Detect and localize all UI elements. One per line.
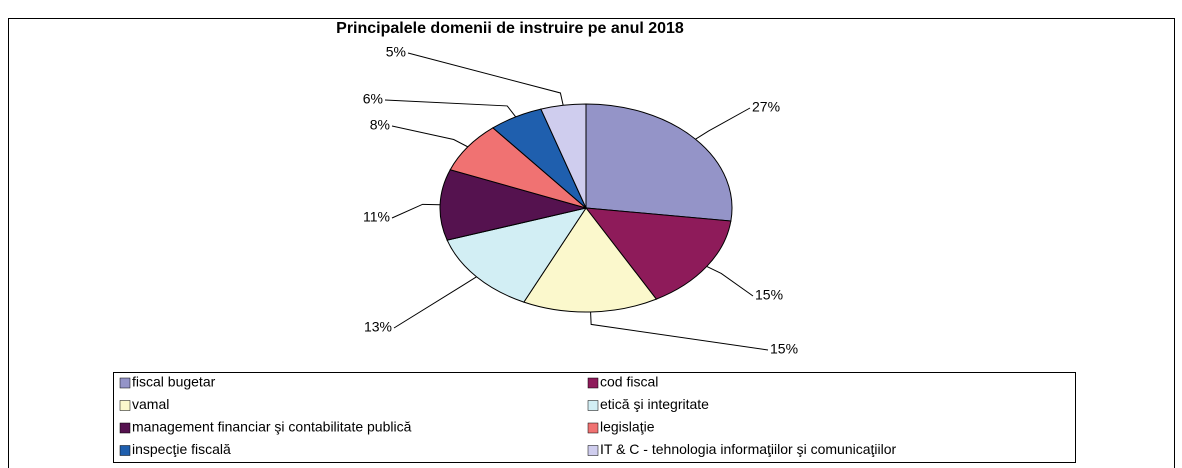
legend-label: vamal — [132, 396, 169, 412]
legend-swatch — [119, 400, 131, 411]
data-label: 11% — [363, 209, 390, 225]
legend-swatch — [119, 445, 131, 456]
leader-line — [384, 99, 517, 118]
data-label: 15% — [755, 287, 783, 303]
leader-line — [391, 125, 469, 148]
leader-line — [407, 52, 564, 106]
legend-swatch — [587, 422, 599, 434]
legend-label: inspecţie fiscală — [132, 441, 231, 457]
legend-swatch — [587, 377, 599, 389]
legend-label: IT & C - tehnologia informaţiilor şi com… — [600, 441, 897, 457]
legend-swatch — [587, 445, 599, 456]
pie-slice — [540, 103, 587, 209]
data-label: 8% — [370, 117, 390, 133]
legend-label: etică şi integritate — [600, 396, 709, 412]
chart-title: Principalele domenii de instruire pe anu… — [336, 20, 684, 37]
leader-line — [695, 107, 751, 140]
legend-label: legislaţie — [600, 419, 655, 435]
leader-line — [393, 276, 477, 329]
pie-slice — [446, 207, 588, 303]
pie-slice — [439, 169, 587, 241]
leader-line — [590, 311, 769, 351]
leader-line — [706, 266, 754, 297]
legend-label: fiscal bugetar — [132, 374, 216, 390]
data-label: 6% — [363, 91, 383, 107]
legend-label: cod fiscal — [600, 374, 658, 390]
leader-line — [391, 203, 441, 219]
legend-swatch — [119, 377, 131, 389]
data-label: 27% — [752, 99, 780, 115]
legend-swatch — [119, 422, 131, 434]
legend-label: management financiar şi contabilitate pu… — [132, 419, 412, 435]
data-label: 5% — [386, 44, 406, 60]
data-label: 13% — [364, 319, 392, 335]
pie-slice — [585, 103, 733, 222]
legend-swatch — [587, 400, 599, 411]
data-label: 15% — [770, 341, 798, 357]
